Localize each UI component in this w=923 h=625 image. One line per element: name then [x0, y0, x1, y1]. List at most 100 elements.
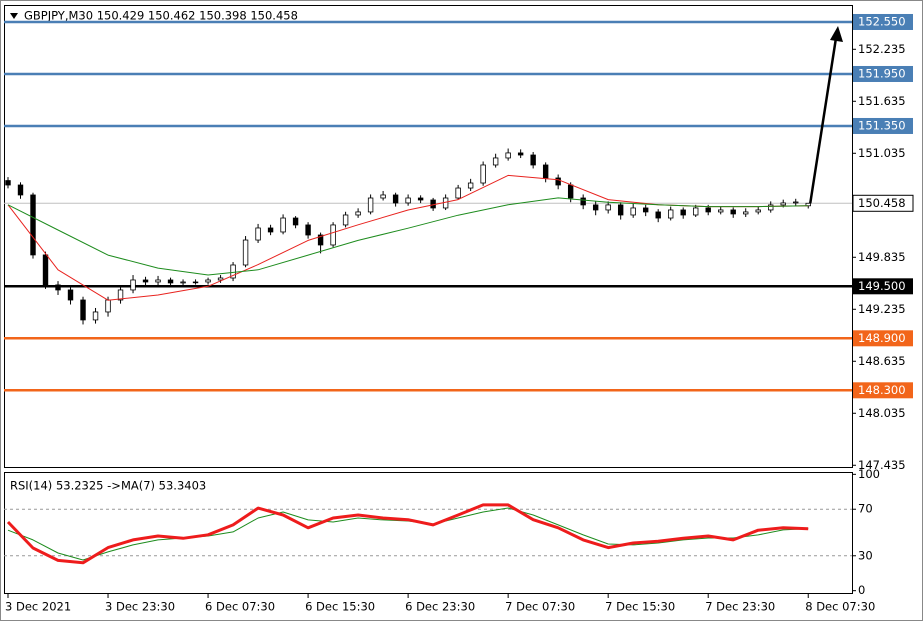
- candle-body: [117, 289, 124, 301]
- x-tick-label: 6 Dec 07:30: [205, 600, 275, 614]
- candle-body: [317, 234, 324, 246]
- candle-body: [592, 204, 599, 211]
- candle-body: [55, 284, 61, 291]
- level-label-box: [853, 330, 913, 347]
- candle-body: [330, 224, 336, 246]
- x-tick-label: 6 Dec 15:30: [305, 600, 375, 614]
- candle-body: [67, 289, 74, 301]
- candle-body: [718, 209, 724, 213]
- rsi-title: RSI(14) 53.2325 ->MA(7) 53.3403: [10, 479, 206, 493]
- candle-body: [305, 224, 311, 236]
- level-label-box: [853, 13, 913, 30]
- last-price-label: 150.458: [858, 196, 906, 210]
- candle-body: [205, 279, 211, 283]
- y-tick-label: 152.235: [858, 42, 906, 56]
- x-tick-label: 3 Dec 2021: [5, 600, 71, 614]
- menu-triangle: [10, 13, 18, 19]
- plot: [4, 20, 852, 392]
- x-tick-label: 8 Dec 07:30: [805, 600, 875, 614]
- candle-body: [693, 207, 699, 216]
- candle-body: [130, 279, 136, 291]
- candle-body: [642, 207, 649, 213]
- candle-body: [5, 180, 11, 186]
- candle-body: [705, 207, 711, 213]
- candle-body: [80, 299, 86, 321]
- candle-body: [605, 204, 611, 211]
- y-tick-label: 151.035: [858, 146, 906, 160]
- x-tick-label: 7 Dec 07:30: [505, 600, 575, 614]
- indicator-line: [6, 503, 809, 565]
- x-tick-label: 3 Dec 23:30: [105, 600, 175, 614]
- candle-body: [680, 209, 686, 216]
- y-tick-label: 148.035: [858, 406, 906, 420]
- candle-body: [92, 311, 99, 321]
- candle-body: [142, 279, 149, 283]
- arrow-head: [830, 26, 843, 42]
- arrow-shaft: [809, 37, 838, 204]
- candle-body: [567, 184, 574, 199]
- candle-body: [342, 214, 349, 226]
- level-label-box: [853, 278, 913, 295]
- candle-body: [392, 194, 399, 204]
- candle-body: [530, 154, 536, 166]
- y-tick-label: 30: [858, 548, 873, 562]
- candle-body: [455, 187, 461, 199]
- candle-body: [355, 211, 361, 216]
- candle-body: [768, 204, 774, 211]
- candle-body: [255, 227, 261, 241]
- candle-body: [517, 152, 524, 156]
- candle-body: [292, 217, 299, 226]
- candle-body: [555, 177, 561, 186]
- y-tick-label: 149.835: [858, 250, 906, 264]
- level-label: 149.500: [858, 279, 906, 293]
- candle-body: [743, 211, 749, 215]
- candle-body: [105, 299, 111, 313]
- x-tick-label: 7 Dec 15:30: [605, 600, 675, 614]
- candle-body: [217, 277, 224, 281]
- candle-body: [367, 197, 374, 213]
- candle-body: [730, 209, 736, 215]
- candle-body: [467, 182, 474, 189]
- candle-body: [755, 209, 761, 213]
- y-tick-label: 100: [858, 467, 880, 481]
- level-label-box: [853, 382, 913, 399]
- level-label: 151.950: [858, 66, 906, 80]
- y-tick-label: 70: [858, 502, 873, 516]
- candle-body: [30, 194, 36, 256]
- candle-body: [580, 197, 586, 206]
- candle-body: [267, 227, 274, 233]
- candle-body: [192, 281, 199, 284]
- level-label: 148.300: [858, 383, 906, 397]
- level-label-box: [853, 117, 913, 134]
- candle-body: [180, 281, 186, 284]
- level-label-box: [853, 65, 913, 82]
- x-tick-label: 7 Dec 23:30: [705, 600, 775, 614]
- candle-body: [280, 217, 286, 233]
- candle-body: [492, 157, 499, 166]
- y-tick-label: 149.235: [858, 302, 906, 316]
- candle-body: [380, 194, 386, 199]
- candle-body: [242, 239, 249, 266]
- main-panel: [4, 5, 853, 468]
- rsi-panel: [4, 472, 853, 594]
- y-tick-label: 147.435: [858, 458, 906, 472]
- level-label: 152.550: [858, 14, 906, 28]
- candle-body: [542, 164, 549, 179]
- candle-body: [805, 202, 811, 207]
- candle-body: [505, 152, 511, 159]
- candle-body: [17, 184, 24, 196]
- candle-body: [480, 164, 486, 184]
- y-tick-label: 148.635: [858, 354, 906, 368]
- candle-body: [42, 254, 49, 286]
- chart-title: GBPJPY,M30 150.429 150.462 150.398 150.4…: [24, 9, 298, 23]
- x-tick-label: 6 Dec 23:30: [405, 600, 475, 614]
- candle-body: [793, 201, 799, 204]
- y-tick-label: 0: [858, 583, 865, 597]
- level-label: 148.900: [858, 331, 906, 345]
- candle-body: [417, 197, 424, 201]
- candle-body: [780, 202, 786, 206]
- candle-body: [155, 279, 161, 283]
- indicator-line: [7, 197, 809, 276]
